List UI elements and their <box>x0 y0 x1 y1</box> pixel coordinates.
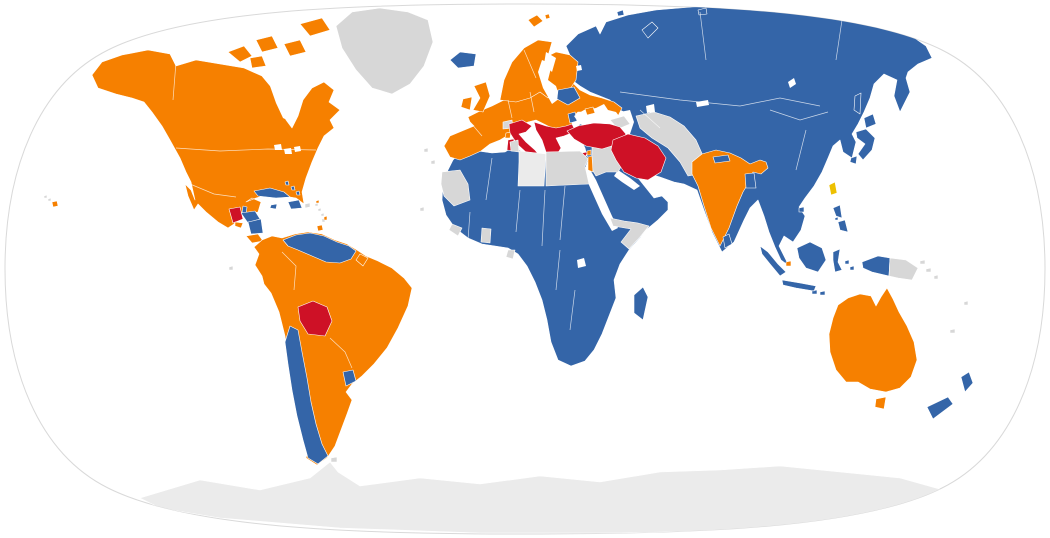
region-antarctica <box>139 461 951 534</box>
region-hawaii <box>51 200 59 208</box>
region-turkey <box>566 122 627 150</box>
region-new-zealand <box>926 371 974 420</box>
region-atlantic-islands <box>419 147 436 212</box>
baltic-sea <box>538 60 560 104</box>
region-corsica <box>504 131 512 139</box>
great-lakes <box>274 144 301 154</box>
region-el-salvador <box>234 221 244 229</box>
hudson-bay <box>270 80 300 122</box>
region-sakhalin <box>853 92 862 115</box>
region-jamaica <box>269 203 278 210</box>
region-egypt <box>545 150 590 187</box>
region-madagascar <box>633 286 649 321</box>
region-venezuela-guyanas <box>282 232 357 264</box>
region-tasmania <box>874 396 887 410</box>
region-iran <box>610 133 667 181</box>
region-arctic-canada-islands <box>227 17 331 69</box>
region-indonesia <box>759 241 855 296</box>
region-australia <box>828 287 918 393</box>
black-sea <box>574 104 622 126</box>
region-tunisia <box>509 139 520 153</box>
region-hainan <box>798 206 805 213</box>
lake-victoria <box>577 258 586 268</box>
region-iceland <box>449 51 477 69</box>
region-uruguay <box>342 369 357 387</box>
red-sea <box>584 166 618 231</box>
region-bahamas <box>284 180 301 196</box>
gulf-of-bothnia <box>544 52 556 72</box>
region-falklands <box>330 456 338 463</box>
region-antilles-orange <box>315 199 328 232</box>
region-cuba <box>253 187 291 199</box>
region-french-guiana <box>355 253 369 267</box>
lake-ladoga <box>576 65 582 71</box>
region-singapore <box>785 260 792 267</box>
region-guatemala <box>228 206 244 224</box>
persian-gulf <box>614 170 640 190</box>
region-pacific-specks-nw <box>43 194 52 202</box>
region-moldova <box>567 111 578 124</box>
aral-sea <box>646 104 655 113</box>
region-svalbard <box>527 13 551 28</box>
region-crimea <box>584 106 596 116</box>
region-british-isles <box>460 81 491 113</box>
region-bangladesh <box>744 172 757 189</box>
region-puerto-rico <box>304 202 311 209</box>
region-greenland <box>335 7 434 95</box>
lake-baikal <box>788 78 796 88</box>
region-horn-of-africa <box>609 217 650 250</box>
region-nicaragua <box>247 218 264 235</box>
region-bolivia <box>297 300 333 337</box>
region-belarus <box>556 86 581 106</box>
region-lebanon <box>586 149 592 156</box>
region-hispaniola <box>287 199 303 210</box>
region-israel <box>587 155 594 173</box>
region-philippines <box>832 204 849 233</box>
region-western-sahara-mauritania <box>440 169 471 207</box>
region-papua-new-guinea <box>888 257 939 281</box>
region-pacific-islands <box>949 300 969 334</box>
land-layer <box>43 4 974 534</box>
region-chile <box>284 325 329 465</box>
region-libya <box>517 150 547 187</box>
region-japan <box>849 113 877 165</box>
region-sri-lanka <box>722 233 733 249</box>
country-border-lines <box>172 11 843 369</box>
region-taiwan <box>828 181 838 196</box>
region-balkans <box>533 121 575 163</box>
region-russian-arctic-islands <box>616 5 906 39</box>
region-west-africa-patches <box>448 223 516 260</box>
region-galapagos <box>228 265 234 271</box>
region-nepal <box>712 154 731 164</box>
